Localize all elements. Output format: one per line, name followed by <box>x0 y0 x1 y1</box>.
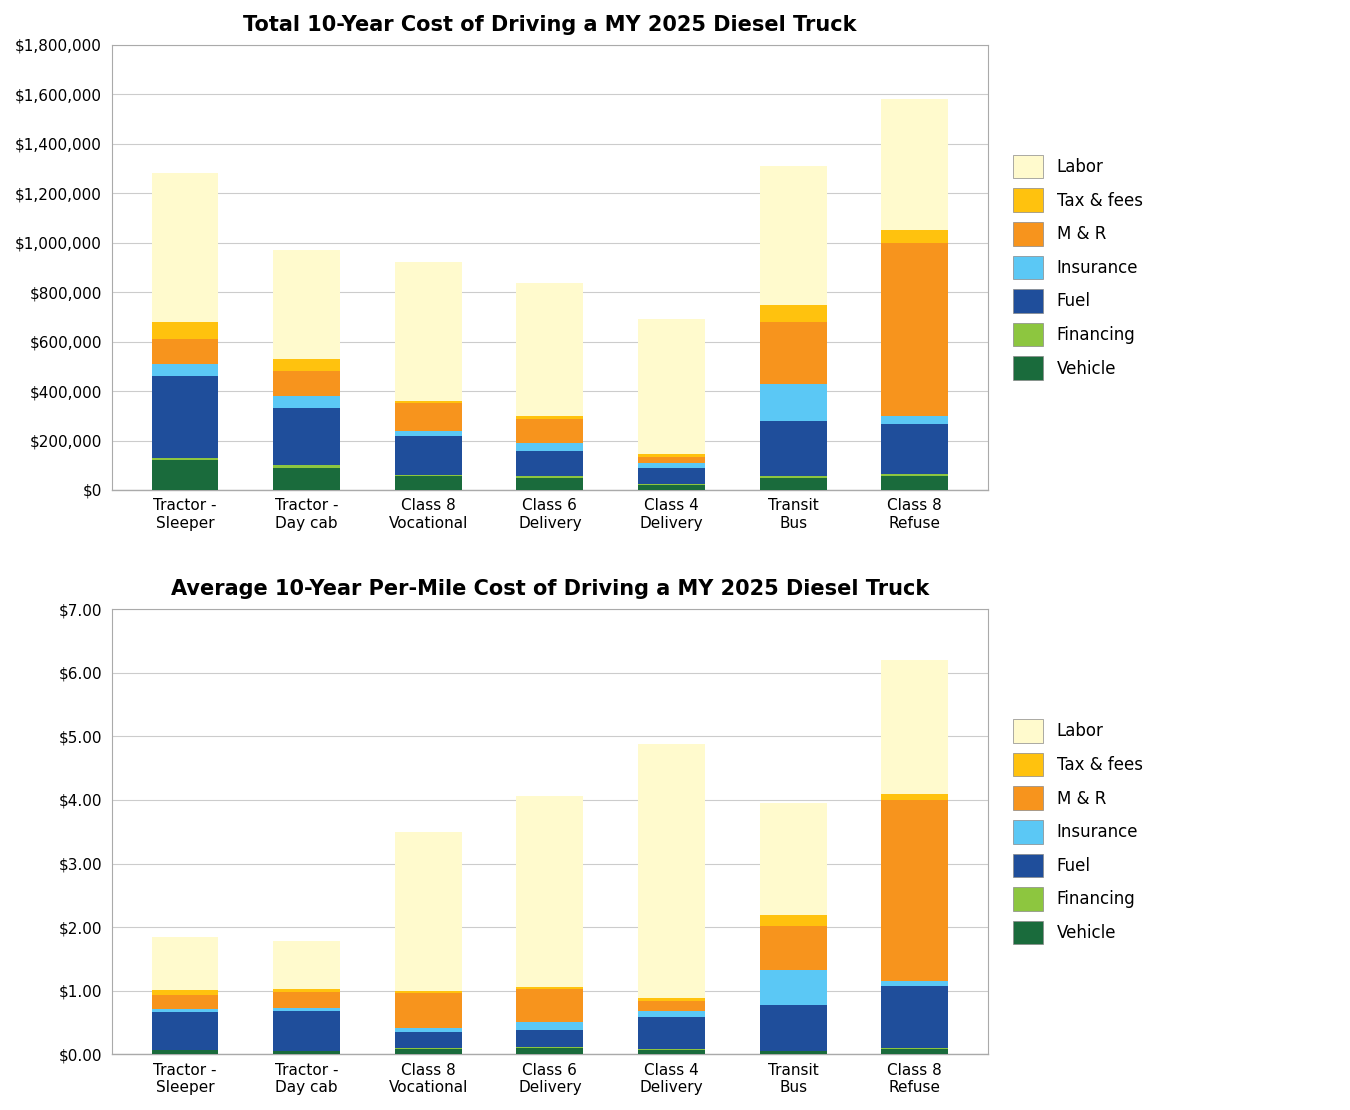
Bar <box>882 416 948 424</box>
Bar <box>273 1011 340 1051</box>
Bar <box>151 461 219 490</box>
Bar <box>639 320 705 454</box>
Bar <box>760 1005 826 1051</box>
Bar <box>882 231 948 243</box>
Bar <box>882 476 948 490</box>
Bar <box>882 660 948 794</box>
Bar <box>760 476 826 477</box>
Bar <box>273 396 340 408</box>
Bar <box>394 1028 462 1032</box>
Bar <box>639 1011 705 1018</box>
Bar <box>882 99 948 231</box>
Bar <box>394 992 462 1028</box>
Bar <box>273 408 340 465</box>
Bar <box>151 990 219 995</box>
Bar <box>151 376 219 457</box>
Bar <box>517 987 583 989</box>
Bar <box>273 371 340 396</box>
Bar <box>151 1009 219 1012</box>
Bar <box>760 322 826 384</box>
Bar <box>639 463 705 467</box>
Legend: Labor, Tax & fees, M & R, Insurance, Fuel, Financing, Vehicle: Labor, Tax & fees, M & R, Insurance, Fue… <box>1004 710 1152 952</box>
Bar <box>151 173 219 322</box>
Bar <box>517 475 583 477</box>
Bar <box>639 998 705 1001</box>
Bar <box>151 364 219 376</box>
Bar <box>517 989 583 1022</box>
Bar <box>394 991 462 992</box>
Bar <box>760 915 826 926</box>
Bar <box>394 403 462 431</box>
Bar <box>394 262 462 401</box>
Bar <box>517 796 583 987</box>
Bar <box>882 794 948 800</box>
Title: Average 10-Year Per-Mile Cost of Driving a MY 2025 Diesel Truck: Average 10-Year Per-Mile Cost of Driving… <box>170 579 929 599</box>
Bar <box>517 416 583 418</box>
Bar <box>273 1008 340 1011</box>
Bar <box>517 444 583 451</box>
Bar <box>151 340 219 364</box>
Bar <box>273 941 340 989</box>
Bar <box>517 283 583 416</box>
Bar <box>151 995 219 1009</box>
Bar <box>394 1049 462 1054</box>
Bar <box>273 250 340 359</box>
Bar <box>760 1051 826 1054</box>
Bar <box>639 1001 705 1011</box>
Bar <box>639 484 705 485</box>
Bar <box>394 476 462 490</box>
Bar <box>760 926 826 970</box>
Bar <box>882 474 948 476</box>
Bar <box>760 384 826 421</box>
Bar <box>394 435 462 475</box>
Title: Total 10-Year Cost of Driving a MY 2025 Diesel Truck: Total 10-Year Cost of Driving a MY 2025 … <box>243 16 857 36</box>
Bar <box>151 1012 219 1050</box>
Bar <box>273 1051 340 1054</box>
Bar <box>273 467 340 490</box>
Bar <box>639 485 705 490</box>
Bar <box>517 1048 583 1054</box>
Bar <box>760 970 826 1005</box>
Bar <box>760 477 826 490</box>
Bar <box>273 465 340 467</box>
Bar <box>882 424 948 474</box>
Bar <box>882 800 948 981</box>
Bar <box>273 989 340 992</box>
Legend: Labor, Tax & fees, M & R, Insurance, Fuel, Financing, Vehicle: Labor, Tax & fees, M & R, Insurance, Fue… <box>1004 147 1152 388</box>
Bar <box>517 418 583 444</box>
Bar <box>760 304 826 322</box>
Bar <box>639 744 705 998</box>
Bar <box>639 454 705 456</box>
Bar <box>639 456 705 463</box>
Bar <box>151 1050 219 1054</box>
Bar <box>394 1032 462 1048</box>
Bar <box>151 457 219 461</box>
Bar <box>273 992 340 1008</box>
Bar <box>760 166 826 304</box>
Bar <box>882 1049 948 1054</box>
Bar <box>273 359 340 371</box>
Bar <box>394 831 462 991</box>
Bar <box>517 451 583 475</box>
Bar <box>394 431 462 435</box>
Bar <box>394 401 462 403</box>
Bar <box>639 467 705 484</box>
Bar <box>760 421 826 476</box>
Bar <box>394 475 462 476</box>
Bar <box>882 986 948 1048</box>
Bar <box>882 243 948 416</box>
Bar <box>639 1018 705 1049</box>
Bar <box>882 981 948 986</box>
Bar <box>517 477 583 490</box>
Bar <box>517 1030 583 1047</box>
Bar <box>151 322 219 340</box>
Bar <box>151 937 219 990</box>
Bar <box>639 1050 705 1054</box>
Bar <box>760 804 826 915</box>
Bar <box>517 1022 583 1030</box>
